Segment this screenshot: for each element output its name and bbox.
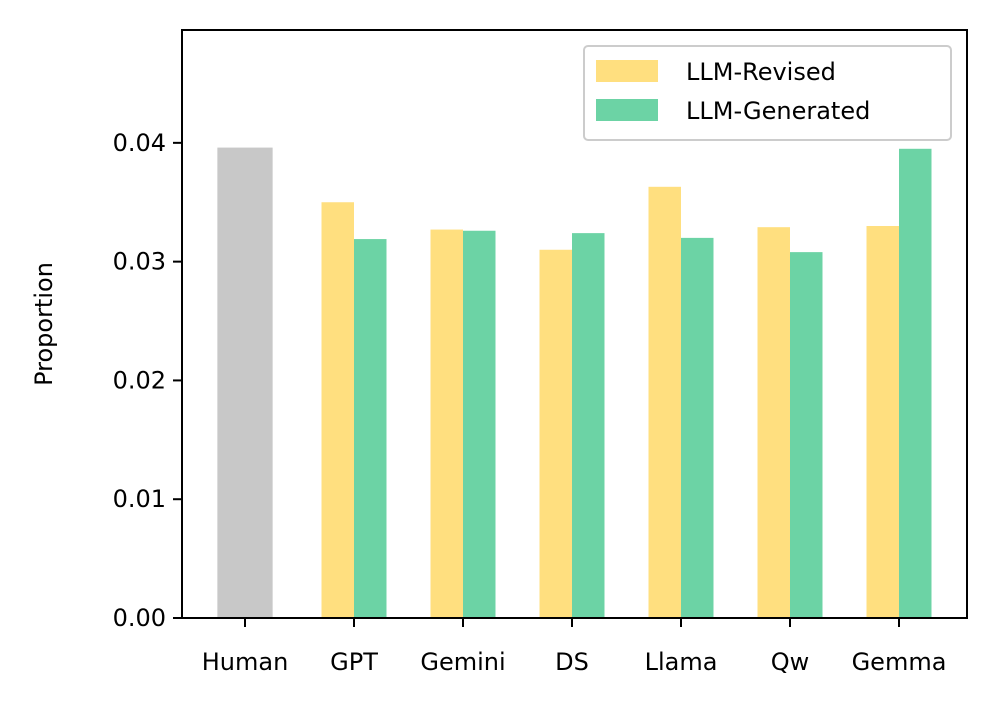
legend-label-llm-generated: LLM-Generated [686,97,870,125]
legend: LLM-Revised LLM-Generated [583,45,952,141]
bar-llm-revised-gpt [321,202,354,618]
x-tick-label-ds: DS [555,648,589,676]
y-axis-title: Proportion [30,262,58,386]
legend-swatch-llm-revised [596,60,658,82]
bar-llm-generated-gemma [899,148,932,618]
y-axis: 0.00 0.01 0.02 0.03 0.04 [113,129,182,632]
y-tick-label: 0.00 [113,604,166,632]
x-tick-label-gemini: Gemini [420,648,505,676]
x-tick-label-gpt: GPT [330,648,378,676]
y-tick-label: 0.04 [113,129,166,157]
bar-llm-generated-ds [572,233,605,619]
y-tick-label: 0.03 [113,248,166,276]
legend-swatch-llm-generated [596,99,658,121]
y-tick-label: 0.02 [113,366,166,394]
legend-box [583,45,952,141]
bar-llm-revised-qw [757,227,790,619]
legend-label-llm-revised: LLM-Revised [686,58,836,86]
bar-llm-revised-llama [648,186,681,619]
bar-llm-revised-ds [539,249,572,618]
bar-llm-generated-qw [790,252,823,618]
x-tick-label-human: Human [202,648,289,676]
x-tick-label-qw: Qw [771,648,810,676]
bar-llm-revised-gemma [866,226,899,618]
bar-human [217,147,273,618]
x-tick-label-llama: Llama [645,648,718,676]
bar-llm-generated-gemini [463,230,496,618]
plot-frame [181,29,968,619]
bar-llm-generated-llama [681,237,714,618]
x-axis: Human GPT Gemini DS Llama Qw Gemma [202,618,947,676]
bar-llm-revised-gemini [430,229,463,618]
y-tick-label: 0.01 [113,485,166,513]
bars-layer [217,147,932,619]
bar-llm-generated-gpt [354,239,387,619]
x-tick-label-gemma: Gemma [852,648,947,676]
